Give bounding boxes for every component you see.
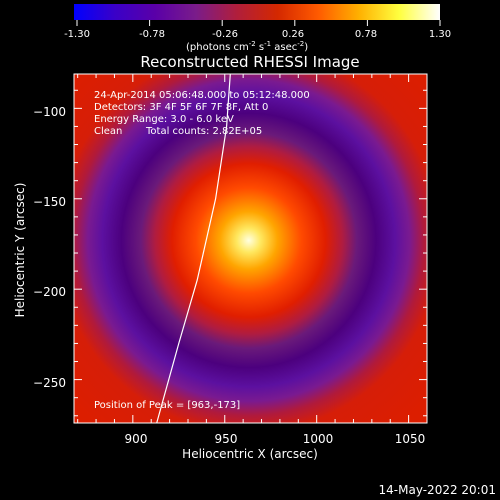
axis-ticks <box>74 74 428 423</box>
heatmap-image <box>74 74 427 423</box>
annotation-clean: Clean <box>94 126 122 137</box>
y-tick-label: −250 <box>33 376 66 390</box>
x-tick-label: 1000 <box>303 432 334 446</box>
colorbar-tick-label: 0.26 <box>282 29 304 40</box>
annotation-energy-range: Energy Range: 3.0 - 6.0 keV <box>94 114 234 125</box>
colorbar-tick-label: 1.30 <box>429 29 451 40</box>
annotation-time-range: 24-Apr-2014 05:06:48.000 to 05:12:48.000 <box>94 90 310 101</box>
units-part: asec <box>271 42 297 53</box>
annotation-total-counts: Total counts: 2.82E+05 <box>145 126 262 137</box>
y-tick-label: −200 <box>33 285 66 299</box>
colorbar <box>74 4 440 20</box>
units-exponent: -1 <box>264 40 271 48</box>
plot-frame <box>73 73 428 424</box>
y-tick-label: −150 <box>33 195 66 209</box>
solar-limb-curve <box>156 74 231 423</box>
units-exponent: -2 <box>249 40 256 48</box>
units-exponent: -2 <box>297 40 304 48</box>
annotation-peak-position: Position of Peak = [963,-173] <box>94 400 240 411</box>
colorbar-ticks <box>76 20 441 26</box>
x-tick-label: 950 <box>215 432 238 446</box>
x-tick-label: 900 <box>125 432 148 446</box>
annotation-detectors: Detectors: 3F 4F 5F 6F 7F 8F, Att 0 <box>94 102 268 113</box>
colorbar-units: (photons cm-2 s-1 asec-2) <box>186 40 308 53</box>
colorbar-tick-label: -0.78 <box>139 29 165 40</box>
colorbar-tick-label: -1.30 <box>64 29 90 40</box>
units-part: ) <box>304 42 308 53</box>
x-axis-label: Heliocentric X (arcsec) <box>182 447 318 461</box>
footer-date: 14-May-2022 20:01 <box>379 483 496 497</box>
y-tick-label: −100 <box>33 105 66 119</box>
colorbar-tick-label: 0.78 <box>355 29 377 40</box>
colorbar-tick-label: -0.26 <box>212 29 238 40</box>
units-part: s <box>256 42 264 53</box>
x-tick-label: 1050 <box>395 432 426 446</box>
units-part: (photons cm <box>186 42 249 53</box>
y-axis-label: Heliocentric Y (arcsec) <box>13 183 27 318</box>
chart-title: Reconstructed RHESSI Image <box>140 53 359 71</box>
